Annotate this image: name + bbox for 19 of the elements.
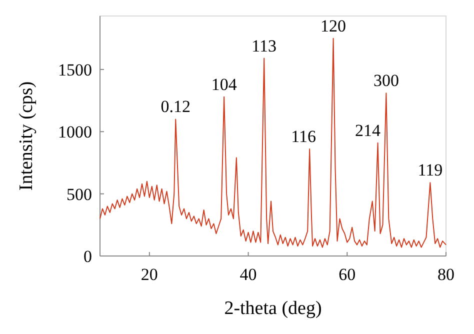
y-tick-label: 500 [66, 184, 92, 204]
annotation: 104 [211, 74, 238, 94]
x-tick-label: 40 [240, 265, 257, 284]
annotation: 116 [291, 127, 316, 146]
x-tick-label: 20 [140, 265, 158, 284]
x-axis-title: 2-theta (deg) [224, 298, 322, 319]
annotation: 119 [418, 160, 443, 180]
x-tick-label: 80 [438, 265, 454, 284]
annotation: 113 [252, 36, 277, 56]
annotation: 120 [320, 16, 346, 36]
annotation: 0.12 [160, 97, 190, 116]
y-axis-title: Intensity (cps) [16, 81, 37, 191]
y-tick-label: 1500 [58, 60, 92, 80]
annotation: 214 [355, 120, 382, 140]
y-tick-label: 0 [84, 247, 92, 266]
y-tick-label: 1000 [58, 122, 92, 142]
annotation: 300 [373, 71, 399, 90]
x-tick-label: 60 [338, 265, 356, 284]
line-series [100, 38, 446, 248]
